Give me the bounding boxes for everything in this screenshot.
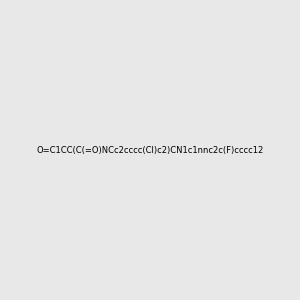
Text: O=C1CC(C(=O)NCc2cccc(Cl)c2)CN1c1nnc2c(F)cccc12: O=C1CC(C(=O)NCc2cccc(Cl)c2)CN1c1nnc2c(F)…: [36, 146, 264, 154]
